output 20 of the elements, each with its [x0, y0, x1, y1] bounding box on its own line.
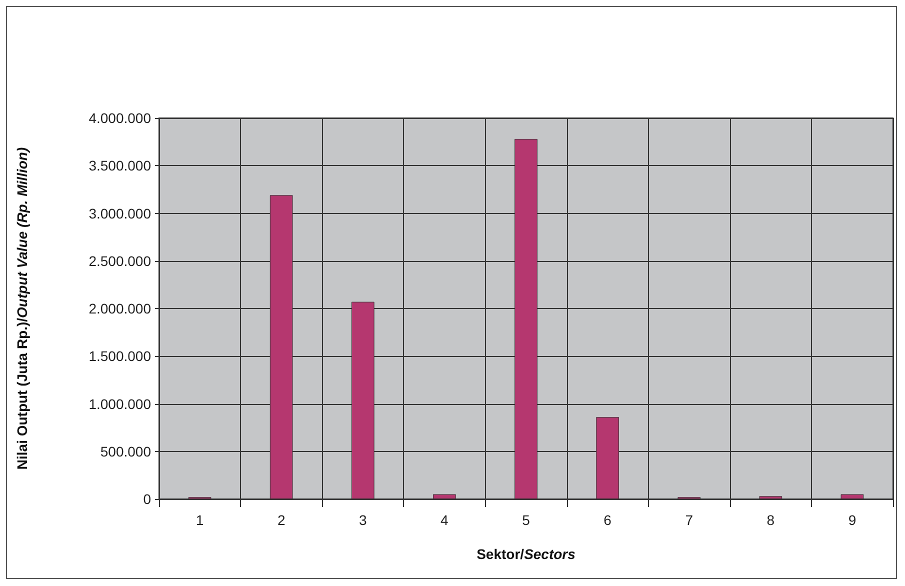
x-tick-label: 1 — [196, 512, 204, 528]
x-tick-label: 7 — [685, 512, 694, 528]
y-tick-label: 1.000.000 — [88, 396, 152, 412]
x-tick-label: 2 — [277, 512, 286, 528]
y-tick-label: 3.000.000 — [88, 205, 152, 222]
y-tick-label: 0 — [143, 491, 152, 507]
x-tick-label: 3 — [358, 512, 367, 528]
y-tick-label: 1.500.000 — [88, 348, 152, 364]
y-tick-label: 2.000.000 — [88, 300, 152, 316]
y-tick-label: 4.000.000 — [88, 110, 152, 126]
y-tick-label: 3.500.000 — [88, 158, 152, 174]
x-tick-label: 9 — [848, 512, 856, 528]
y-axis-title: Nilai Output (Juta Rp.)/Output Value (Rp. Million) — [14, 147, 30, 470]
y-tick-label: 2.500.000 — [88, 252, 152, 269]
y-tick-label: 500.000 — [100, 443, 152, 460]
x-tick-label: 6 — [604, 512, 612, 528]
x-tick-label: 5 — [522, 512, 530, 528]
x-tick-label: 4 — [440, 512, 449, 528]
x-tick-label: 8 — [766, 512, 775, 528]
x-axis-title: Sektor/Sectors — [476, 546, 576, 562]
